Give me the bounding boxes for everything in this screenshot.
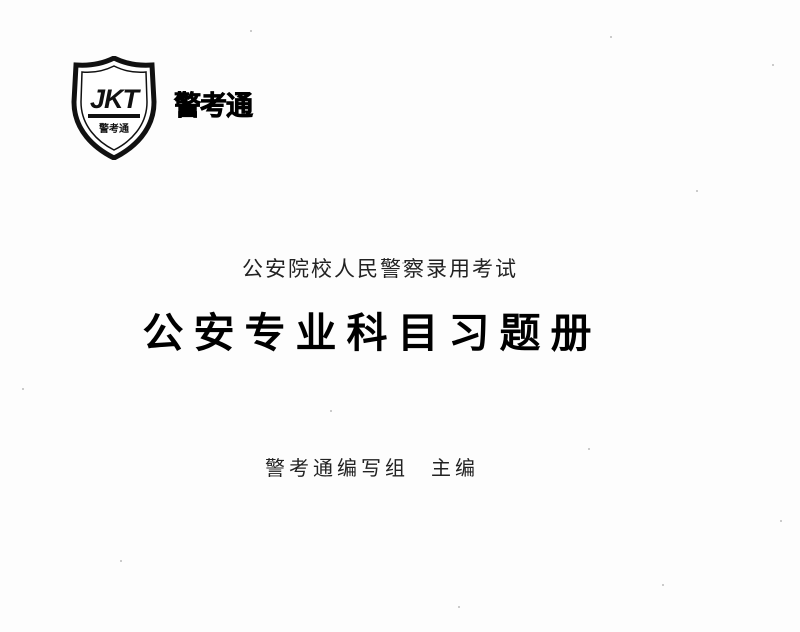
cover-subtitle: 公安院校人民警察录用考试	[242, 257, 518, 281]
cover-title: 公安专业科目习题册	[142, 309, 602, 357]
editor-credit: 警考通编写组 主编	[0, 458, 744, 478]
editor-role: 主编	[431, 456, 479, 480]
shield-logo-icon: JKT 警考通	[71, 56, 157, 160]
brand-name: 警考通	[174, 91, 254, 122]
logo-emblem-text: 警考通	[98, 122, 129, 135]
logo-monogram: JKT	[90, 84, 142, 114]
logo-emblem: JKT 警考通	[70, 56, 158, 160]
editor-name: 警考通编写组	[265, 456, 409, 480]
